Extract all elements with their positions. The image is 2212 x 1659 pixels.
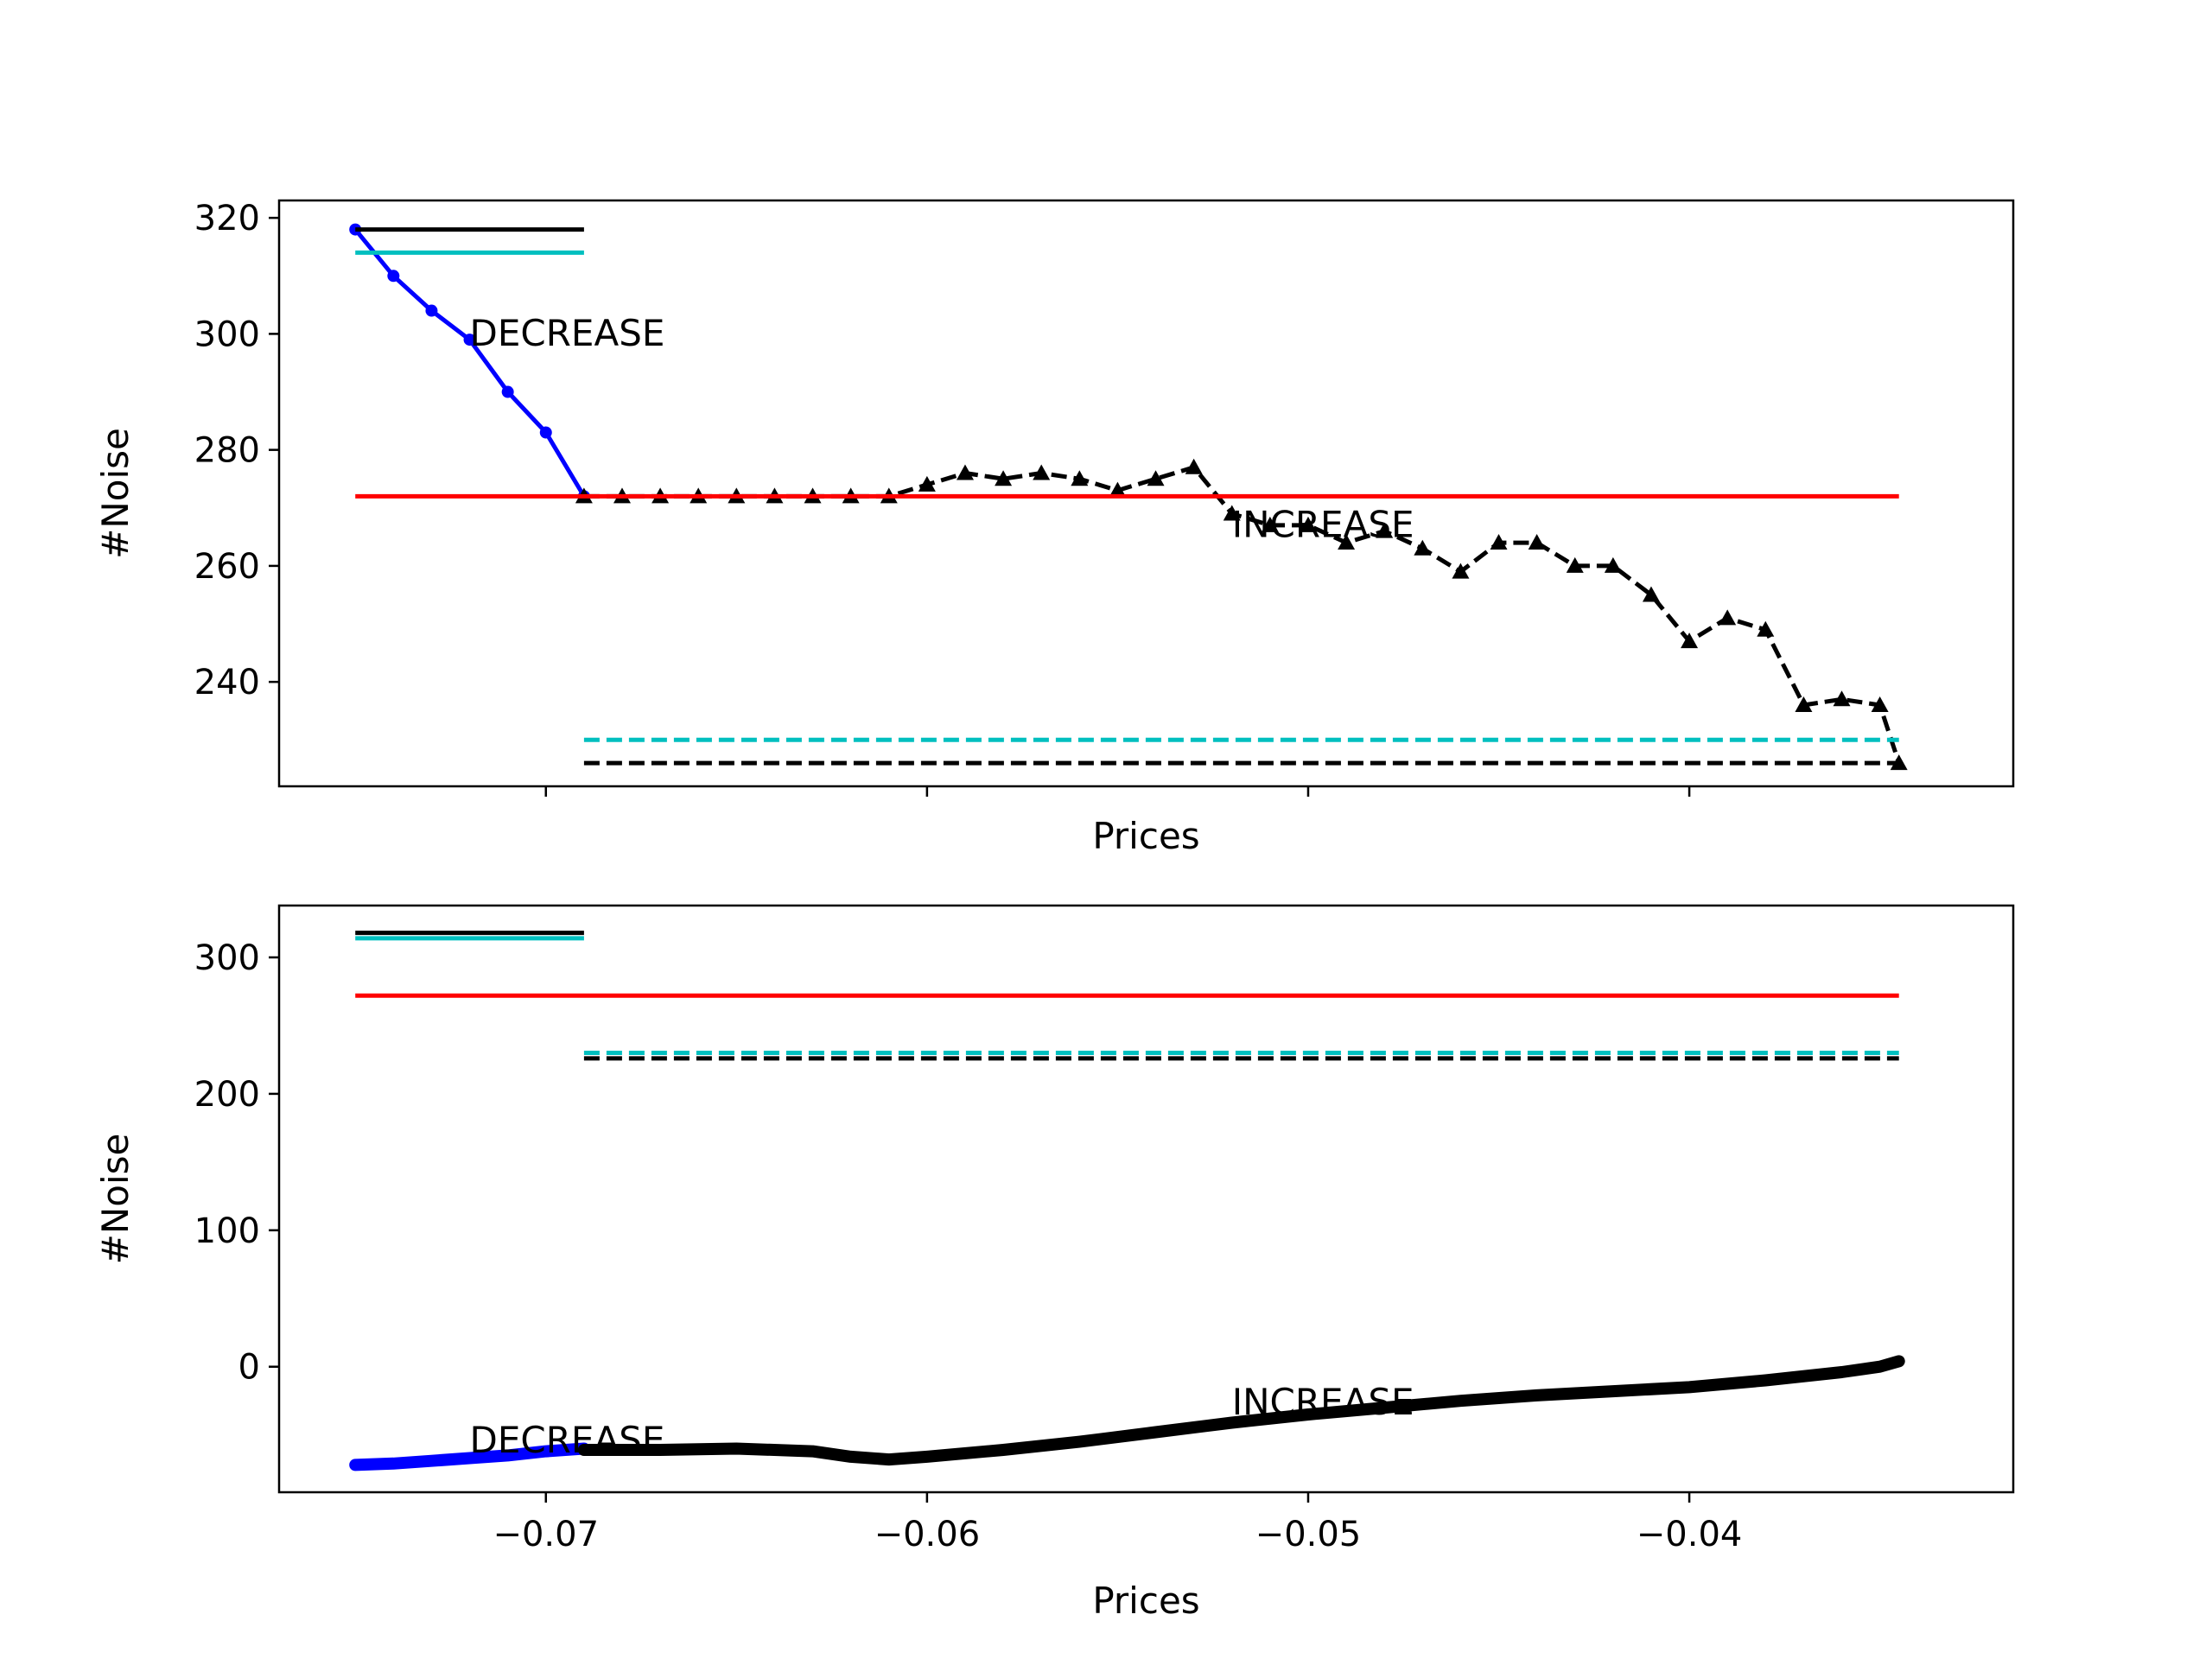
y-axis-label: #Noise: [94, 1134, 137, 1265]
data-point: [539, 426, 552, 439]
x-tick-label: −0.04: [1637, 1515, 1743, 1554]
data-point: [1604, 556, 1622, 573]
data-point: [1376, 522, 1394, 538]
y-tick-label: 240: [194, 663, 260, 702]
data-point: [1223, 505, 1241, 521]
chart-panel-2: DECREASE INCREASE 0 100 200 300 −0.07 −0.06 −0.0…: [94, 904, 2015, 1622]
data-point: [387, 270, 400, 283]
data-point: [1185, 458, 1203, 474]
data-point: [1261, 516, 1279, 532]
plot-frame: [277, 904, 2015, 1494]
y-tick-label: 0: [238, 1348, 260, 1388]
series-line-1: [349, 1442, 590, 1471]
x-tick-label: −0.06: [874, 1515, 981, 1554]
series-line-1: [353, 228, 587, 498]
data-point: [1147, 470, 1165, 486]
data-point: [1452, 563, 1470, 579]
data-point: [1033, 464, 1051, 480]
data-point: [501, 385, 514, 398]
data-point: [956, 464, 974, 480]
y-axis-label: #Noise: [94, 428, 137, 559]
data-point: [995, 470, 1013, 486]
data-point: [1566, 556, 1584, 573]
data-point: [1642, 586, 1660, 602]
series-line-2: [577, 1355, 1905, 1466]
annotation-increase: INCREASE: [1232, 1381, 1414, 1423]
y-tick-label: 300: [194, 315, 260, 354]
data-point: [1071, 470, 1089, 486]
data-point: [1528, 534, 1546, 550]
data-point: [1757, 620, 1775, 637]
annotation-increase: INCREASE: [1232, 503, 1414, 545]
data-point: [1681, 632, 1699, 649]
y-tick-label: 260: [194, 547, 260, 587]
data-point: [1719, 609, 1737, 626]
data-point: [1414, 539, 1432, 556]
plot-frame: [277, 199, 2015, 788]
x-axis-label: Prices: [1092, 1580, 1199, 1622]
data-point: [918, 475, 936, 492]
data-point: [1833, 690, 1851, 707]
chart-panel-1: DECREASE INCREASE 240 260 280 300 320 Prices #No…: [94, 199, 2015, 857]
data-point: [1109, 481, 1127, 498]
x-axis-label: Prices: [1092, 815, 1199, 857]
x-tick-label: −0.07: [493, 1515, 599, 1554]
y-tick-label: 300: [194, 938, 260, 978]
data-point: [1338, 534, 1356, 550]
data-point: [463, 334, 476, 346]
data-point: [1871, 696, 1889, 713]
y-tick-label: 320: [194, 199, 260, 238]
y-tick-label: 100: [194, 1211, 260, 1251]
data-point: [425, 304, 438, 317]
y-tick-label: 280: [194, 431, 260, 471]
data-point: [1490, 534, 1508, 550]
series-line-2: [583, 465, 1902, 764]
annotation-decrease: DECREASE: [470, 312, 665, 354]
data-point: [1795, 696, 1813, 713]
annotation-decrease: DECREASE: [470, 1419, 665, 1461]
data-point: [1299, 516, 1317, 532]
y-tick-label: 200: [194, 1075, 260, 1115]
x-tick-label: −0.05: [1255, 1515, 1362, 1554]
